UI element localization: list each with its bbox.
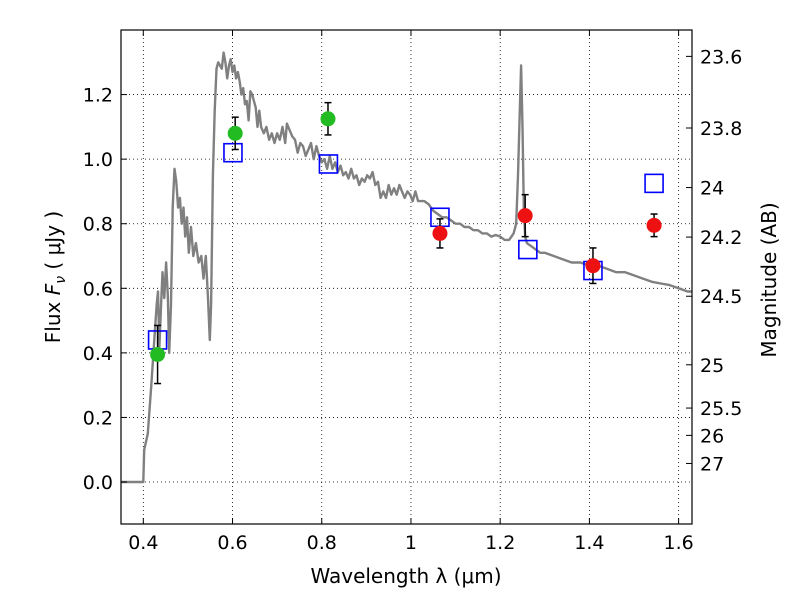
- y-tick-label: 1.2: [83, 85, 113, 107]
- x-tick-label: 1: [405, 532, 417, 554]
- observed-point-green: [320, 111, 336, 127]
- y2-axis-label: Magnitude (AB): [757, 202, 781, 357]
- observed-point-green: [150, 346, 166, 362]
- y2-tick-label: 27: [700, 453, 724, 475]
- y-tick-label: 0.6: [83, 278, 113, 300]
- y2-tick-label: 24.2: [700, 227, 742, 249]
- plot-series: [121, 51, 692, 484]
- model-photometry-square: [223, 142, 243, 163]
- model-photometry-square: [318, 154, 339, 174]
- x-tick-label: 1.4: [574, 532, 604, 554]
- y-axis-label-sub: ν: [53, 276, 69, 284]
- model-photometry-square: [518, 239, 538, 260]
- y-axis-label-suffix: ( μJy ): [41, 211, 65, 276]
- y-tick-label: 1.0: [83, 149, 113, 171]
- y-tick-label: 0.0: [83, 472, 113, 494]
- y-tick-label: 0.2: [83, 407, 113, 429]
- y-tick-label: 0.4: [83, 343, 113, 365]
- observed-point-red: [646, 217, 662, 233]
- y2-tick-label: 24: [700, 178, 724, 200]
- model-photometry-square: [644, 173, 664, 194]
- x-tick-label: 1.2: [485, 532, 515, 554]
- x-tick-label: 0.4: [128, 532, 158, 554]
- y-tick-label: 0.8: [83, 214, 113, 236]
- observed-point-red: [432, 225, 448, 241]
- observed-point-red: [517, 208, 533, 224]
- y2-tick-label: 23.8: [700, 118, 742, 140]
- y-axis-label: Flux Fν ( μJy ): [41, 211, 69, 343]
- model-sed-line: [121, 51, 692, 484]
- axis-ticks: 0.4 0.6 0.8 1 1.2 1.4 1.6 0.0 0.2 0.4 0.6 0.8 1.0 1.2…: [83, 30, 742, 554]
- observed-point-green: [227, 125, 243, 141]
- y2-tick-label: 26: [700, 425, 724, 447]
- y-axis-label-prefix: Flux: [41, 295, 65, 343]
- x-axis-label: Wavelength λ (μm): [310, 564, 501, 588]
- x-tick-label: 0.6: [217, 532, 247, 554]
- y-axis-label-var: F: [41, 283, 65, 295]
- x-tick-label: 0.8: [307, 532, 337, 554]
- y2-tick-label: 24.5: [700, 286, 742, 308]
- y2-tick-label: 25: [700, 355, 724, 377]
- plot-frame: [120, 29, 693, 525]
- observed-point-red: [585, 258, 601, 274]
- y2-tick-label: 23.6: [700, 46, 742, 68]
- y2-tick-label: 25.5: [700, 398, 742, 420]
- x-tick-label: 1.6: [664, 532, 694, 554]
